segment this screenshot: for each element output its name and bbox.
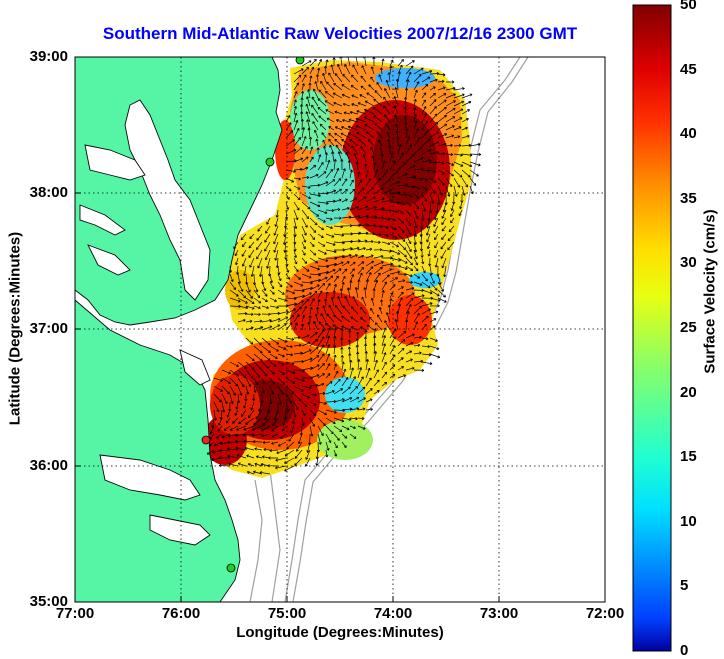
colorbar-tick-label: 20: [680, 384, 697, 401]
colorbar-tick-label: 40: [680, 125, 697, 142]
y-tick-label: 35:00: [29, 593, 68, 610]
y-axis-label: Latitude (Degrees:Minutes): [6, 231, 24, 426]
map-title: Southern Mid-Atlantic Raw Velocities 200…: [102, 24, 578, 43]
colorbar-tick-label: 30: [680, 254, 697, 271]
x-tick-label: 76:00: [161, 605, 201, 622]
radar-site-marker: [226, 563, 236, 573]
colorbar-tick-label: 15: [680, 448, 697, 465]
x-tick-label: 75:00: [267, 605, 307, 622]
land: [75, 57, 283, 602]
colorbar-tick-label: 25: [680, 319, 697, 336]
colorbar-tick-label: 5: [680, 577, 689, 594]
y-tick-label: 36:00: [29, 457, 68, 474]
x-tick-label: 74:00: [373, 605, 413, 622]
colorbar-tick-label: 50: [680, 0, 697, 13]
x-axis-label: Longitude (Degrees:Minutes): [236, 624, 444, 641]
colorbar-tick-label: 10: [680, 513, 697, 530]
colorbar-tick-label: 45: [680, 61, 697, 78]
colorbar-label: Surface Velocity (cm/s): [701, 209, 719, 374]
radar-site-marker: [201, 435, 211, 445]
colorbar-tick-label: 0: [680, 642, 689, 659]
colorbar-tick-label: 35: [680, 190, 697, 207]
colorbar-frame: [632, 4, 672, 652]
y-tick-label: 38:00: [29, 184, 68, 201]
y-tick-label: 37:00: [29, 320, 68, 337]
velocity-vectors: [206, 57, 482, 475]
vector-arrows-path: [206, 57, 482, 475]
grid-lines: [75, 57, 605, 602]
x-tick-label: 77:00: [55, 605, 95, 622]
y-tick-label: 39:00: [29, 48, 68, 65]
axis-ticks: [75, 192, 500, 602]
radar-site-marker: [265, 157, 275, 167]
radar-sites: [201, 57, 305, 573]
colorbar: [633, 5, 671, 651]
x-tick-label: 72:00: [585, 605, 625, 622]
x-tick-label: 73:00: [479, 605, 519, 622]
radar-site-marker: [295, 57, 305, 65]
